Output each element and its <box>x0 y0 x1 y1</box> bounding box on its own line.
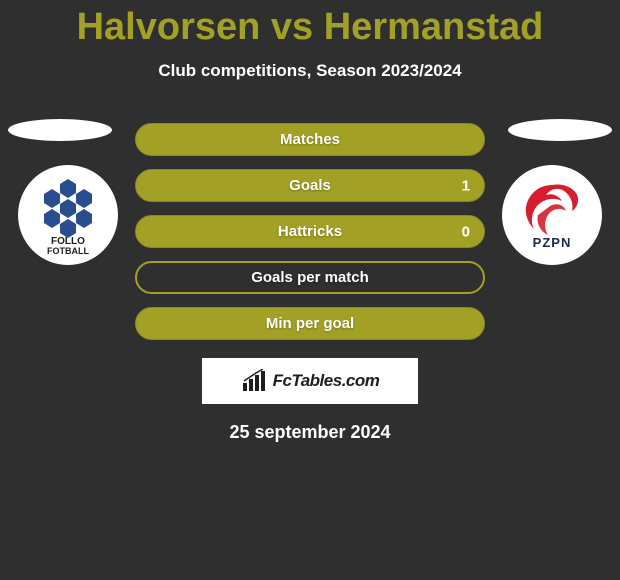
source-badge: FcTables.com <box>202 358 418 404</box>
page-title: Halvorsen vs Hermanstad <box>0 6 620 49</box>
date-text: 25 september 2024 <box>0 422 620 443</box>
stat-bar-hattricks: Hattricks 0 <box>135 215 485 248</box>
stat-bar-matches: Matches <box>135 123 485 156</box>
follo-fotball-logo: FOLLO FOTBALL <box>18 165 118 265</box>
pzpn-logo-icon: PZPN <box>508 171 596 259</box>
comparison-infographic: Halvorsen vs Hermanstad Club competition… <box>0 0 620 580</box>
decorative-ellipse-left <box>8 119 112 141</box>
stat-bar-goals-per-match: Goals per match <box>135 261 485 294</box>
badge-text: FcTables.com <box>273 371 380 391</box>
stat-bar-goals: Goals 1 <box>135 169 485 202</box>
stat-value-right: 0 <box>462 223 470 240</box>
stat-bar-min-per-goal: Min per goal <box>135 307 485 340</box>
stat-label: Matches <box>280 131 340 148</box>
stat-bars: Matches Goals 1 Hattricks 0 Goals per ma… <box>135 123 485 340</box>
subtitle: Club competitions, Season 2023/2024 <box>0 61 620 81</box>
pzpn-logo: PZPN <box>502 165 602 265</box>
stat-value-right: 1 <box>462 177 470 194</box>
content-area: FOLLO FOTBALL PZPN Matches Goals 1 <box>0 123 620 443</box>
team-logo-left: FOLLO FOTBALL <box>18 165 118 265</box>
stat-label: Goals per match <box>251 269 369 286</box>
svg-text:PZPN: PZPN <box>533 235 572 250</box>
chart-icon <box>241 369 269 393</box>
decorative-ellipse-right <box>508 119 612 141</box>
svg-text:FOTBALL: FOTBALL <box>47 246 89 256</box>
stat-label: Goals <box>289 177 331 194</box>
team-logo-right: PZPN <box>502 165 602 265</box>
stat-label: Min per goal <box>266 315 354 332</box>
stat-label: Hattricks <box>278 223 342 240</box>
follo-logo-icon: FOLLO FOTBALL <box>26 173 110 257</box>
